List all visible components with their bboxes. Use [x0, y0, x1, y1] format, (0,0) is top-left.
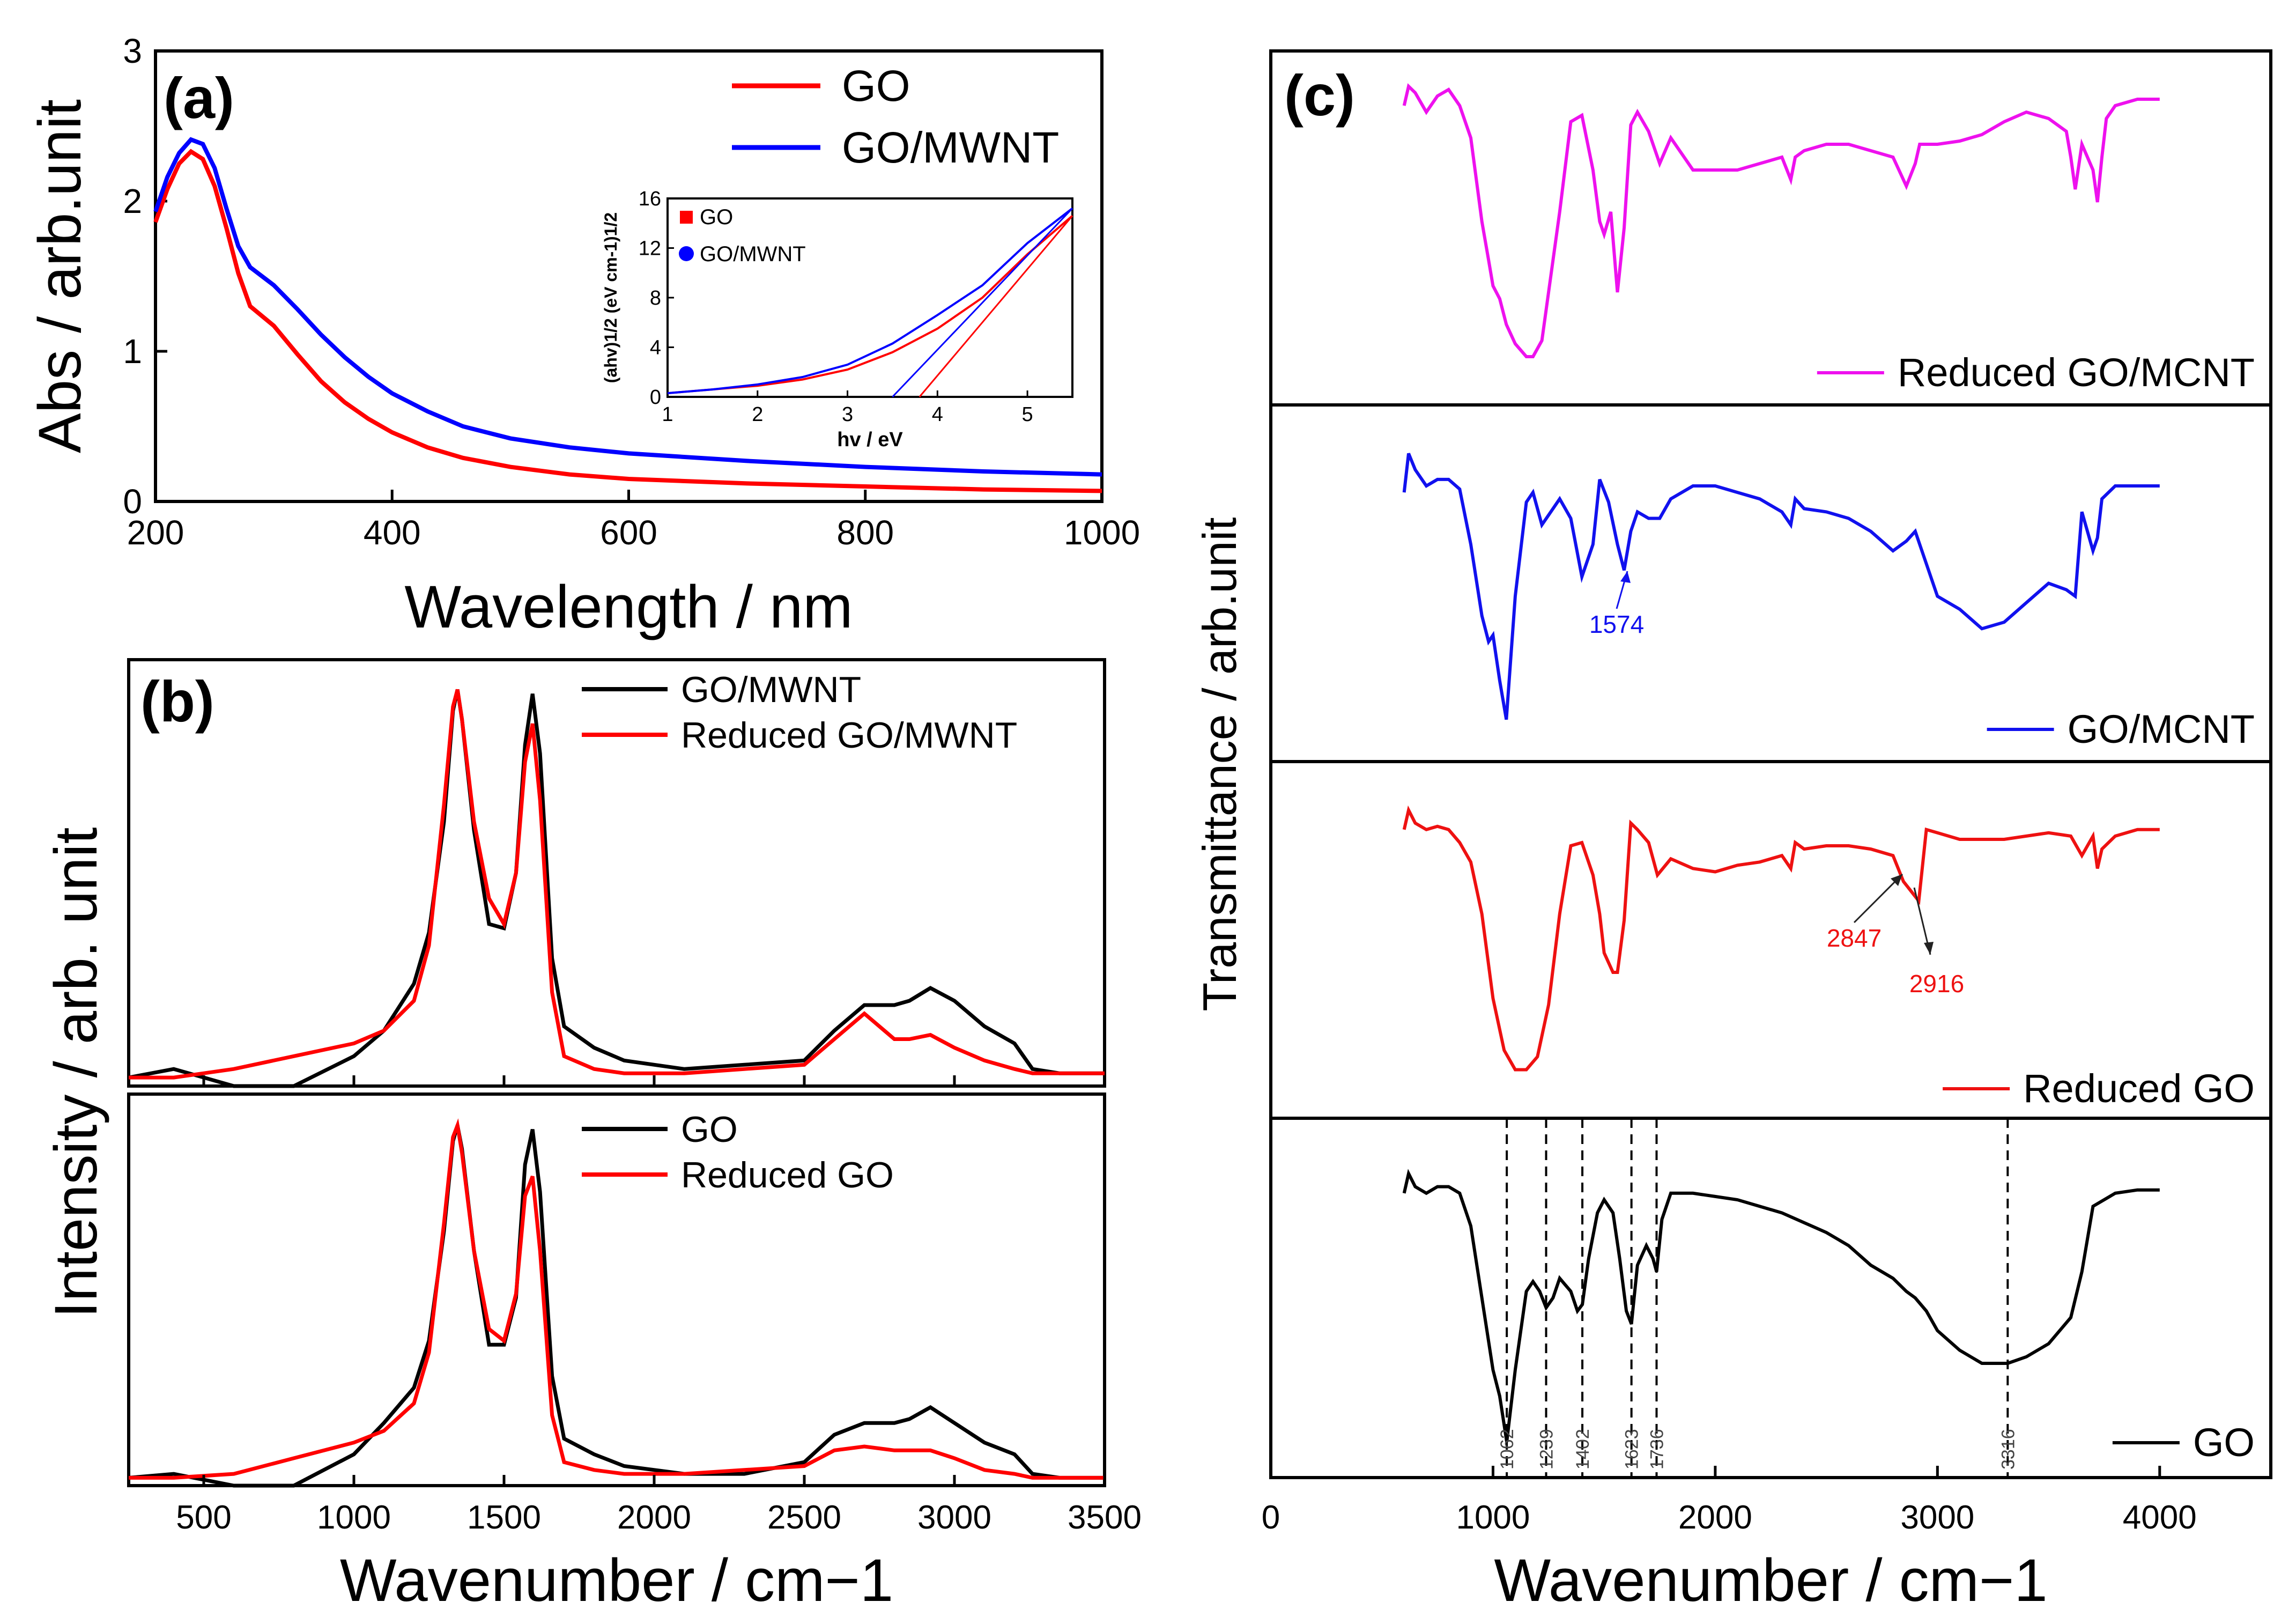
panel-b-tag: (b): [140, 669, 214, 734]
panel-b-frame-1: [127, 1092, 1106, 1487]
panel-c-xtick-label: 1000: [1456, 1499, 1530, 1536]
inset-ytick-label: 12: [639, 238, 661, 260]
panel-a-xtick-label: 200: [127, 513, 184, 552]
inset-fit-line-0: [919, 215, 1073, 397]
panel-b-legend-label: GO: [681, 1109, 738, 1150]
panel-a-legend-label: GO: [842, 62, 910, 110]
panel-b-legend-label: Reduced GO/MWNT: [681, 715, 1017, 756]
inset-frame: [666, 197, 1073, 398]
panel-c-legend-label: Reduced GO: [2023, 1066, 2255, 1111]
panel-c-peak-label: 3316: [1998, 1429, 2018, 1470]
panel-c-annotation-1574: 1574: [1589, 610, 1644, 638]
panel-c-series-line-3: [1402, 1169, 2160, 1442]
inset-legend-label: GO: [700, 205, 733, 229]
panel-c-series-line-1: [1402, 453, 2160, 720]
inset-xtick-label: 1: [662, 403, 673, 426]
inset-ytick-label: 8: [650, 287, 661, 309]
inset-ytick-label: 16: [639, 188, 661, 210]
inset-legend-label: GO/MWNT: [700, 242, 806, 266]
panel-a-series-line-0: [153, 149, 1102, 493]
panel-b-ylabel: Intensity / arb. unit: [42, 827, 109, 1318]
panel-c-legend-label: GO: [2193, 1420, 2255, 1465]
panel-a-xtick-label: 1000: [1064, 513, 1140, 552]
inset-legend-marker-circle: [679, 246, 694, 261]
inset-xtick-label: 5: [1022, 403, 1033, 426]
panel-c-series-line-2: [1402, 805, 2160, 1072]
inset-xtick-label: 2: [752, 403, 763, 426]
inset-fit-line-1: [892, 208, 1073, 398]
panel-c-xtick-label: 3000: [1900, 1499, 1974, 1536]
panel-a-xlabel: Wavelength / nm: [404, 573, 853, 640]
panel-b-legend-label: GO/MWNT: [681, 669, 861, 710]
panel-c-peak-label: 1402: [1573, 1429, 1593, 1470]
panel-c-annotation-2916: 2916: [1909, 970, 1964, 998]
inset-ylabel: (ahv)1/2 (eV cm-1)1/2: [601, 212, 620, 383]
panel-c-frame: [1269, 49, 2272, 1479]
panel-c-peak-label: 1062: [1497, 1429, 1517, 1470]
panel-b-xtick-label: 2500: [767, 1499, 841, 1536]
panel-c-legend-label: Reduced GO/MCNT: [1898, 350, 2255, 395]
panel-c-xtick-label: 0: [1262, 1499, 1280, 1536]
panel-c-annotation-arrowhead: [1620, 571, 1631, 583]
panel-c-legend-label: GO/MCNT: [2068, 707, 2255, 751]
panel-c-annotation-2847: 2847: [1827, 924, 1882, 952]
inset-xlabel: hv / eV: [837, 429, 903, 451]
panel-a-xtick-label: 400: [364, 513, 421, 552]
panel-c-annotation-arrowhead: [1891, 874, 1902, 886]
panel-b-legend-label: Reduced GO: [681, 1155, 894, 1195]
inset-xtick-label: 3: [842, 403, 853, 426]
inset-ytick-label: 4: [650, 337, 661, 359]
panel-c-xlabel: Wavenumber / cm−1: [1494, 1547, 2047, 1614]
panel-b-frame-0: [127, 658, 1106, 1088]
panel-b-series-line-0-1: [129, 689, 1105, 1080]
panel-c-peak-label: 1736: [1647, 1429, 1667, 1470]
panel-c-series-line-0: [1402, 83, 2160, 358]
panel-a-ytick-label: 1: [123, 332, 142, 371]
panel-c-xtick-label: 4000: [2123, 1499, 2197, 1536]
panel-b-xtick-label: 2000: [617, 1499, 691, 1536]
panel-b-xtick-label: 1000: [317, 1499, 391, 1536]
panel-a-ylabel: Abs / arb.unit: [26, 99, 93, 453]
panel-a-xtick-label: 600: [600, 513, 657, 552]
panel-b-series-line-0-0: [128, 689, 1105, 1088]
panel-a-ytick-label: 3: [123, 32, 142, 70]
panel-b-xtick-label: 3500: [1068, 1499, 1142, 1536]
panel-c-tag: (c): [1284, 63, 1355, 128]
panel-a-ytick-label: 2: [123, 182, 142, 220]
panel-b-xlabel: Wavenumber / cm−1: [340, 1547, 893, 1614]
panel-a-legend-label: GO/MWNT: [842, 123, 1059, 172]
panel-b-xtick-label: 3000: [917, 1499, 991, 1536]
inset-legend-marker-square: [680, 211, 693, 224]
panel-c-peak-label: 1239: [1536, 1429, 1557, 1470]
inset-series-line-1: [667, 207, 1073, 395]
panel-a-xtick-label: 800: [836, 513, 894, 552]
panel-a-series-line-1: [153, 137, 1102, 477]
panel-b-xtick-label: 1500: [467, 1499, 541, 1536]
panel-b-series-line-1-0: [128, 1125, 1105, 1488]
panel-a-tag: (a): [164, 65, 234, 130]
panel-c-peak-label: 1623: [1622, 1429, 1642, 1470]
panel-c-ylabel: Transmittance / arb.unit: [1193, 517, 1246, 1011]
panel-c-xtick-label: 2000: [1678, 1499, 1752, 1536]
inset-ytick-label: 0: [650, 386, 661, 409]
panel-c-annotation-arrowhead: [1924, 942, 1934, 955]
panel-a-ytick-label: 0: [123, 482, 142, 521]
panel-b-series-line-1-1: [129, 1118, 1105, 1480]
panel-b-xtick-label: 500: [176, 1499, 231, 1536]
inset-xtick-label: 4: [932, 403, 943, 426]
